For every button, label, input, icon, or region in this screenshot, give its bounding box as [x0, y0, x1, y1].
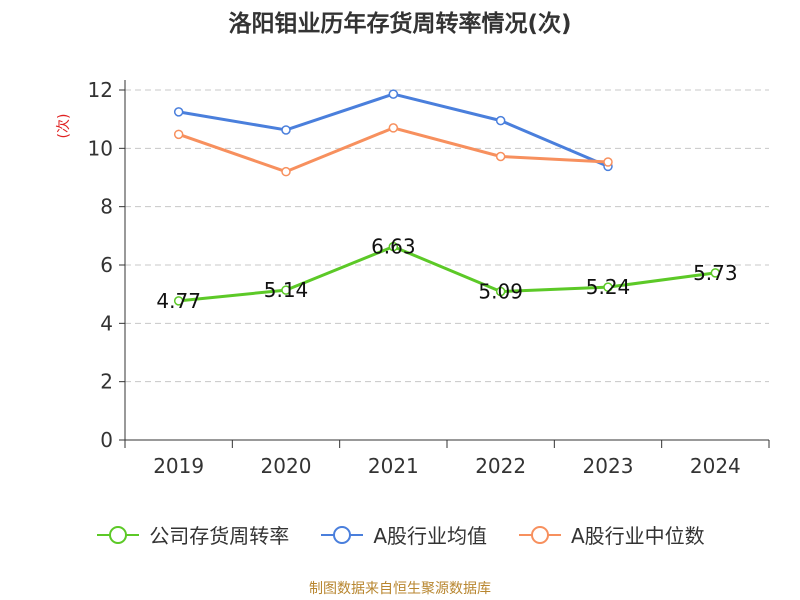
- axis-layer: 0 2 4 6 8 10 12 2019 2020 2021 2022 2023 2024: [88, 78, 770, 478]
- data-point: [173, 129, 184, 140]
- legend-marker-icon: [519, 525, 561, 544]
- x-tick-label: 2022: [475, 454, 526, 478]
- data-label: 4.77: [156, 289, 201, 313]
- data-label: 5.24: [586, 275, 631, 299]
- legend-item[interactable]: 公司存货周转率: [95, 520, 289, 549]
- data-point: [388, 123, 399, 133]
- source-note: 制图数据来自恒生聚源数据库: [309, 581, 491, 597]
- data-label: 5.14: [264, 278, 309, 302]
- data-label: 6.63: [371, 235, 416, 259]
- data-point: [173, 296, 184, 306]
- legend-marker-icon: [97, 525, 140, 544]
- data-point: [495, 151, 506, 162]
- chart-title: 洛阳钼业历年存货周转率情况(次): [228, 11, 572, 37]
- legend-label: 公司存货周转率: [149, 524, 290, 548]
- legend-item[interactable]: A股行业中位数: [517, 520, 705, 549]
- data-point: [281, 285, 291, 295]
- data-point: [388, 241, 399, 252]
- y-tick-label: 10: [88, 136, 113, 160]
- legend-marker-icon: [321, 525, 364, 544]
- data-point: [495, 115, 506, 126]
- y-axis-label: (次): [56, 114, 72, 139]
- legend-label: A股行业均值: [373, 524, 487, 548]
- legend-circle: [333, 525, 352, 544]
- y-tick-label: 8: [100, 195, 113, 219]
- data-point: [603, 282, 613, 292]
- legend-item[interactable]: A股行业均值: [319, 520, 487, 549]
- grid-layer: [125, 89, 769, 383]
- data-point: [173, 107, 184, 117]
- x-tick-label: 2021: [368, 454, 419, 478]
- data-label: 5.09: [478, 280, 523, 304]
- x-tick-label: 2020: [261, 454, 312, 478]
- y-tick-label: 0: [100, 428, 113, 452]
- y-tick-label: 6: [100, 253, 113, 277]
- label-layer: 4.77 5.14 6.63 5.09 5.24 5.73: [156, 235, 737, 313]
- series-layer: [173, 89, 721, 306]
- data-point: [710, 268, 721, 278]
- data-point: [495, 286, 506, 297]
- x-tick-label: 2024: [690, 454, 741, 478]
- series-line: [178, 245, 716, 303]
- y-tick-label: 12: [88, 78, 113, 102]
- legend: 公司存货周转率 A股行业均值 A股行业中位数: [0, 520, 800, 549]
- legend-label: A股行业中位数: [571, 524, 705, 548]
- series-line: [178, 126, 609, 174]
- x-tick-label: 2023: [583, 454, 634, 478]
- data-point: [603, 157, 613, 167]
- x-tick-label: 2019: [153, 454, 204, 478]
- y-tick-label: 2: [100, 370, 113, 394]
- legend-circle: [531, 525, 549, 544]
- data-label: 5.73: [693, 261, 738, 285]
- data-point: [281, 125, 291, 135]
- y-tick-label: 4: [100, 311, 113, 335]
- data-point: [388, 89, 399, 99]
- legend-circle: [109, 525, 128, 544]
- data-point: [281, 166, 291, 177]
